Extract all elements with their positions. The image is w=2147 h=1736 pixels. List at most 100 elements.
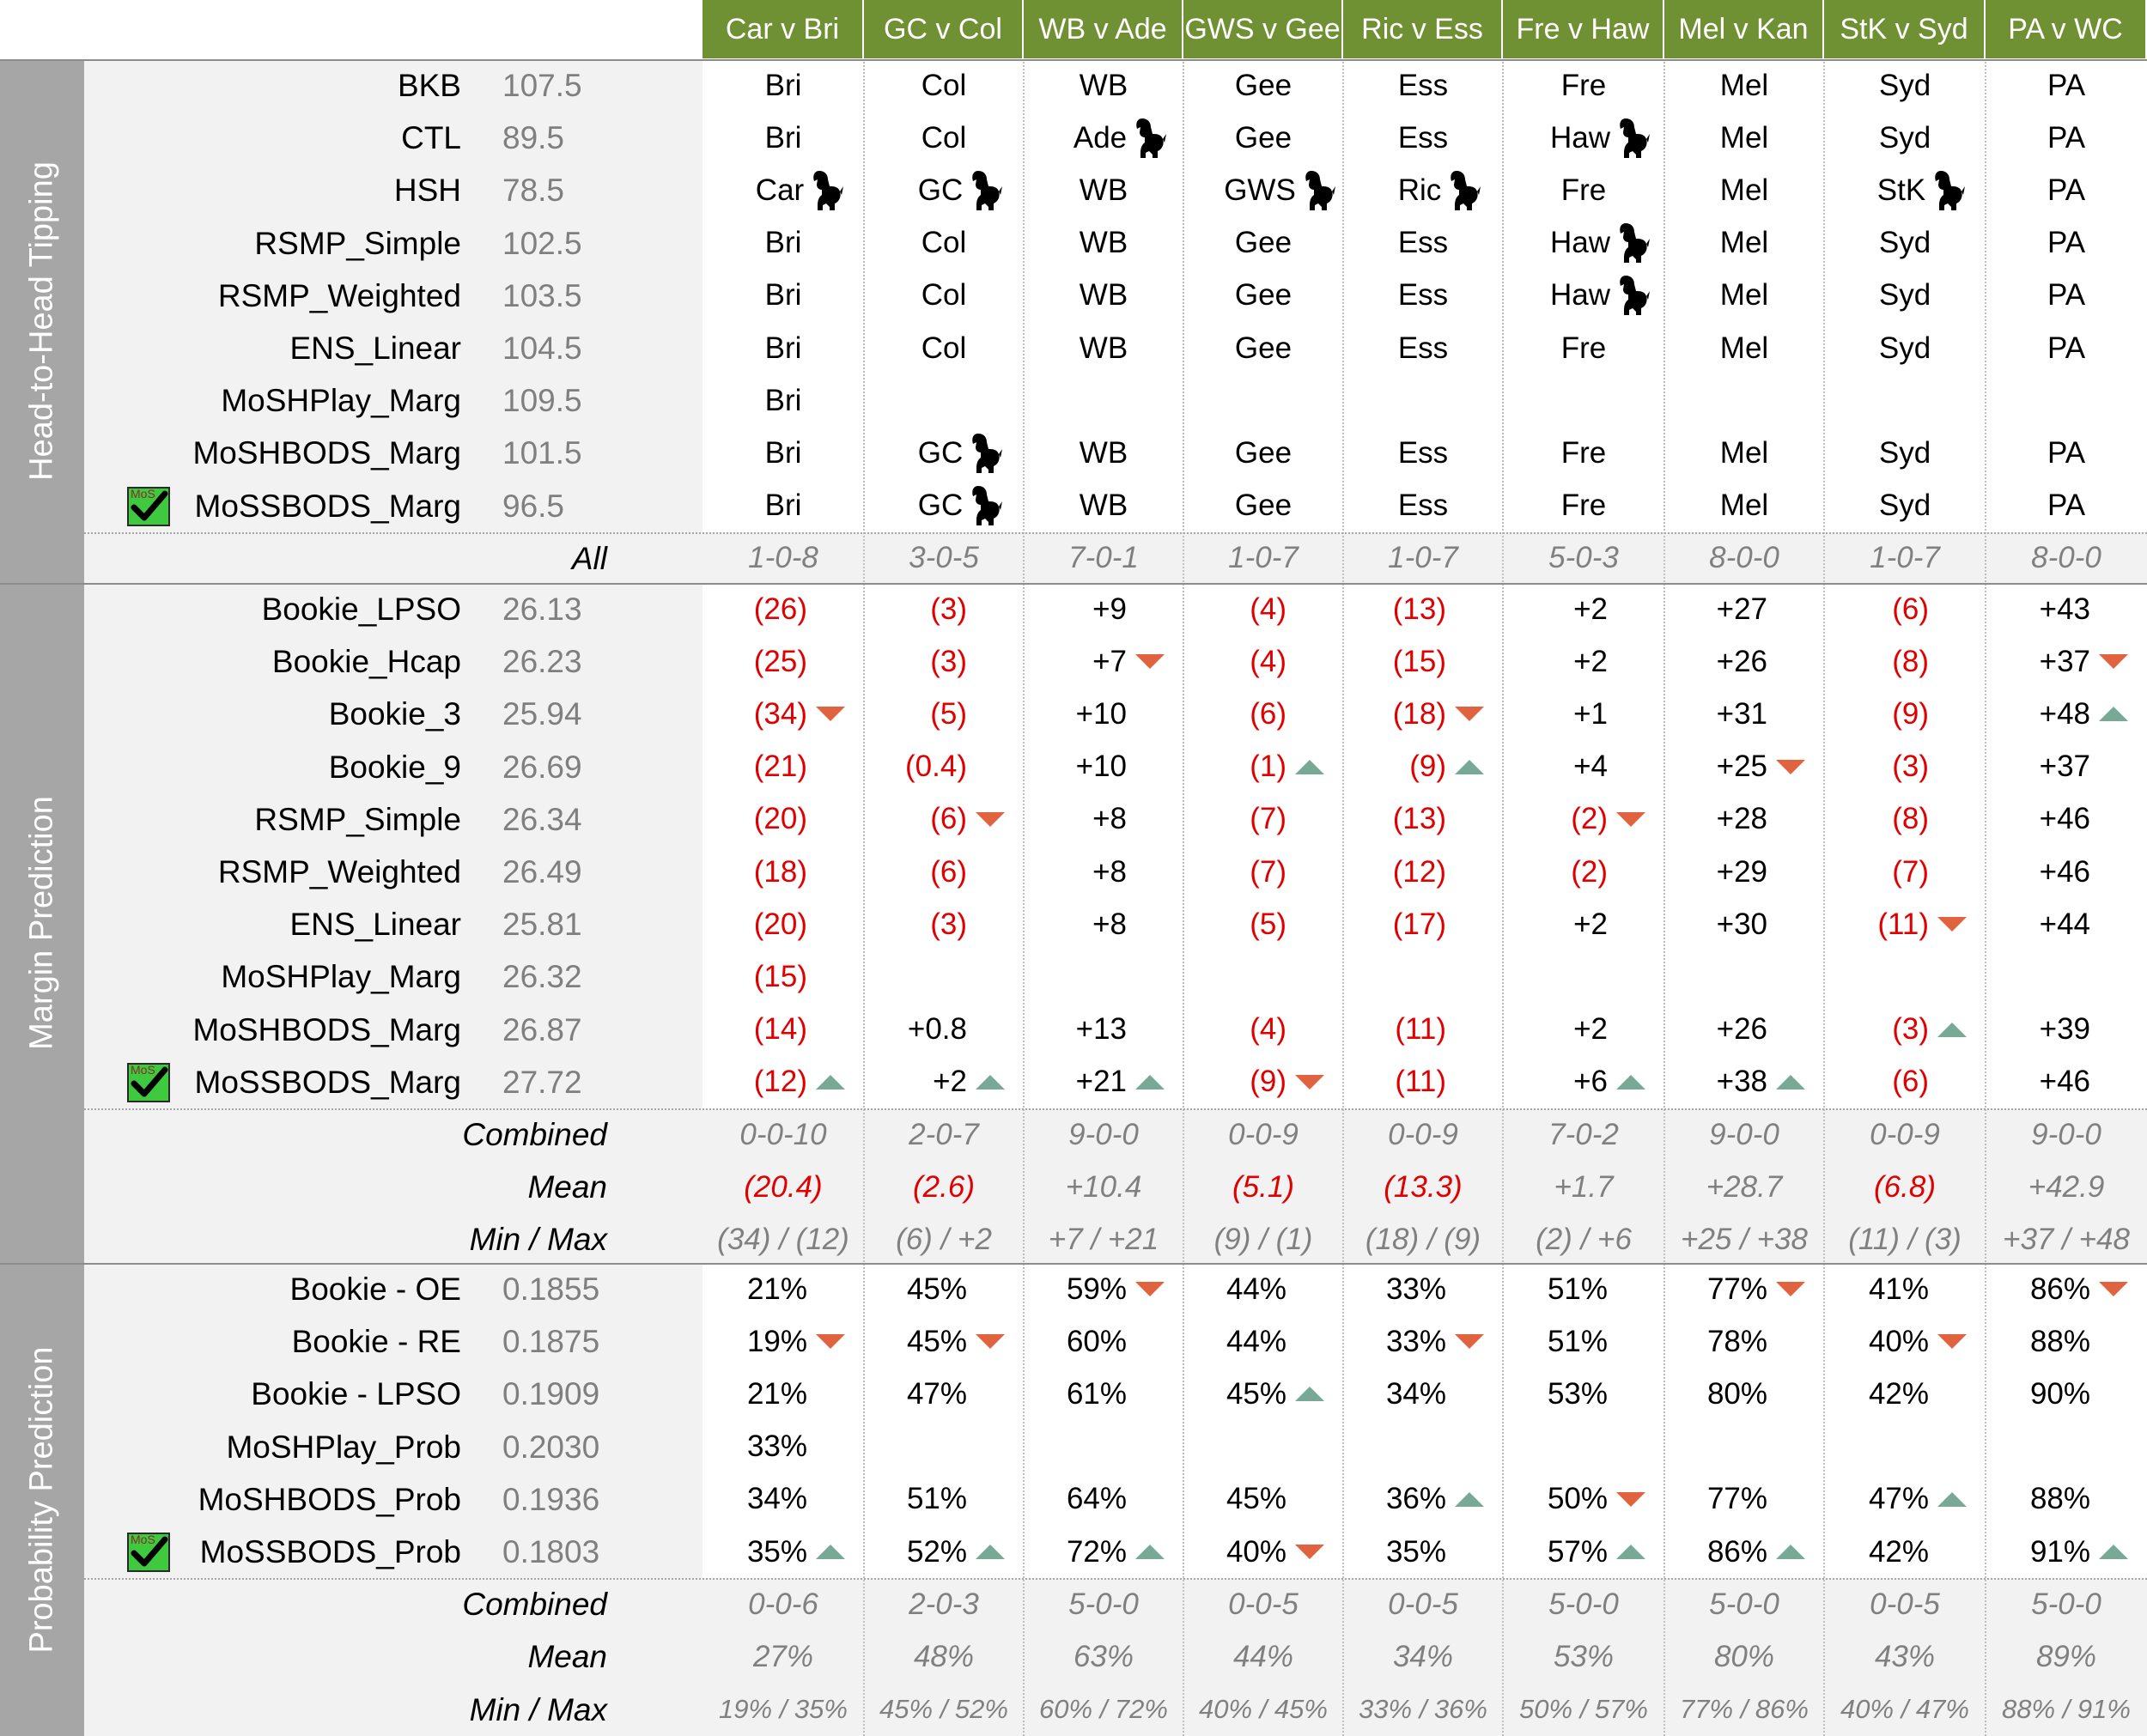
tip-team: PA [2047, 68, 2086, 102]
cell-value: (3) [930, 592, 967, 626]
cell-value: 51% [1547, 1324, 1608, 1358]
value-cell: +37 [1986, 635, 2128, 688]
cell-value: 59% [1066, 1272, 1127, 1306]
down-arrow-icon [1295, 1545, 1324, 1559]
label-column-bg [84, 59, 702, 583]
tip-team: PA [2047, 278, 2086, 313]
value-cell: (2) [1503, 793, 1645, 846]
summary-value: (18) / (9) [1343, 1213, 1503, 1266]
summary-value: 88% / 91% [1986, 1684, 2147, 1736]
value-cell [1183, 950, 1324, 1003]
tip-team: Haw [1549, 226, 1611, 260]
match-header[interactable]: Fre v Haw [1503, 0, 1663, 58]
down-arrow-icon [1776, 1282, 1805, 1296]
value-cell: (17) [1343, 898, 1484, 950]
cell-value: +30 [1716, 907, 1767, 941]
match-header[interactable]: StK v Syd [1824, 0, 1984, 58]
section-title: Margin Prediction [23, 796, 60, 1050]
underdog-icon [972, 170, 1003, 210]
summary-value: 9-0-0 [1986, 1108, 2147, 1161]
summary-value: (6) / +2 [864, 1213, 1024, 1266]
value-cell: 33% [1343, 1263, 1484, 1315]
value-cell: +2 [1503, 1004, 1645, 1056]
summary-text: 44% [1232, 1639, 1294, 1673]
tip-cell [864, 374, 1024, 427]
summary-text: 9-0-0 [2031, 1117, 2101, 1151]
tip-team: Col [921, 278, 967, 313]
value-cell: (25) [702, 635, 845, 688]
value-cell: (4) [1183, 1004, 1324, 1056]
value-cell: 44% [1183, 1315, 1324, 1368]
summary-value: 0-0-5 [1343, 1578, 1503, 1630]
down-arrow-icon [1135, 654, 1165, 670]
tip-team: Gee [1234, 331, 1292, 365]
tip-cell: Syd [1824, 427, 1986, 479]
summary-text: 1-0-7 [1388, 541, 1458, 575]
summary-text: 7-0-1 [1068, 541, 1139, 575]
cell-value: (3) [1892, 1012, 1929, 1047]
cell-value: (4) [1250, 1012, 1286, 1047]
match-header[interactable]: GC v Col [864, 0, 1022, 58]
tip-team: Ess [1397, 226, 1449, 260]
tip-cell: Gee [1183, 480, 1343, 532]
tip-cell: Gee [1183, 217, 1343, 270]
tip-team: Gee [1234, 278, 1292, 313]
cell-value: (11) [1395, 1065, 1446, 1099]
value-cell: +30 [1664, 898, 1805, 950]
model-score: 26.23 [502, 644, 582, 680]
value-cell: 61% [1024, 1368, 1165, 1420]
cell-value: +21 [1075, 1065, 1127, 1099]
value-cell: 72% [1024, 1526, 1165, 1578]
value-cell: +1 [1503, 688, 1645, 740]
cell-value: 45% [906, 1272, 967, 1306]
column-divider [1023, 59, 1025, 1736]
tip-team: Fre [1560, 489, 1607, 523]
cell-value: (20) [753, 907, 807, 941]
tip-cell: Ess [1343, 270, 1503, 322]
match-header[interactable]: PA v WC [1986, 0, 2145, 58]
value-cell: (2) [1503, 846, 1645, 898]
value-cell [1503, 950, 1645, 1003]
cell-value: 77% [1706, 1272, 1767, 1306]
summary-text: 43% [1874, 1639, 1936, 1673]
value-cell: +4 [1503, 741, 1645, 793]
check-icon: MoS [127, 1062, 170, 1102]
value-cell: 60% [1024, 1315, 1165, 1368]
summary-label: Mean [527, 1169, 607, 1205]
summary-value: 40% / 47% [1824, 1684, 1986, 1736]
match-header[interactable]: Ric v Ess [1343, 0, 1501, 58]
tip-team: Gee [1234, 226, 1292, 260]
model-score: 107.5 [502, 68, 582, 103]
column-divider [1502, 59, 1504, 1736]
tip-team: Syd [1878, 331, 1931, 365]
summary-label: Min / Max [469, 1222, 607, 1258]
tip-team: Haw [1549, 278, 1611, 313]
summary-value: 60% / 72% [1024, 1684, 1183, 1736]
up-arrow-icon [1616, 1545, 1645, 1559]
value-cell [1824, 950, 1967, 1003]
match-header[interactable]: Mel v Kan [1664, 0, 1822, 58]
summary-value: 40% / 45% [1183, 1684, 1343, 1736]
tip-team: Mel [1719, 489, 1769, 523]
value-cell: (7) [1824, 846, 1967, 898]
tip-cell [1024, 374, 1183, 427]
model-name: Bookie_9 [328, 749, 461, 785]
match-header[interactable]: WB v Ade [1024, 0, 1182, 58]
match-header[interactable]: GWS v Gee [1183, 0, 1341, 58]
summary-text: +25 / +38 [1681, 1222, 1808, 1256]
tip-cell: StK [1824, 164, 1986, 216]
summary-value: 33% / 36% [1343, 1684, 1503, 1736]
down-arrow-icon [1937, 917, 1967, 932]
tip-team: WB [1079, 173, 1128, 207]
summary-value: 0-0-9 [1824, 1108, 1986, 1161]
summary-value: 0-0-9 [1343, 1108, 1503, 1161]
match-header[interactable]: Car v Bri [702, 0, 862, 58]
summary-text: +42.9 [2028, 1169, 2105, 1204]
summary-text: 19% / 35% [719, 1694, 848, 1725]
value-cell: 78% [1664, 1315, 1805, 1368]
value-cell [864, 950, 1005, 1003]
label-column-bg [84, 1263, 702, 1736]
value-cell: 77% [1664, 1263, 1805, 1315]
cell-value: 33% [746, 1429, 807, 1464]
